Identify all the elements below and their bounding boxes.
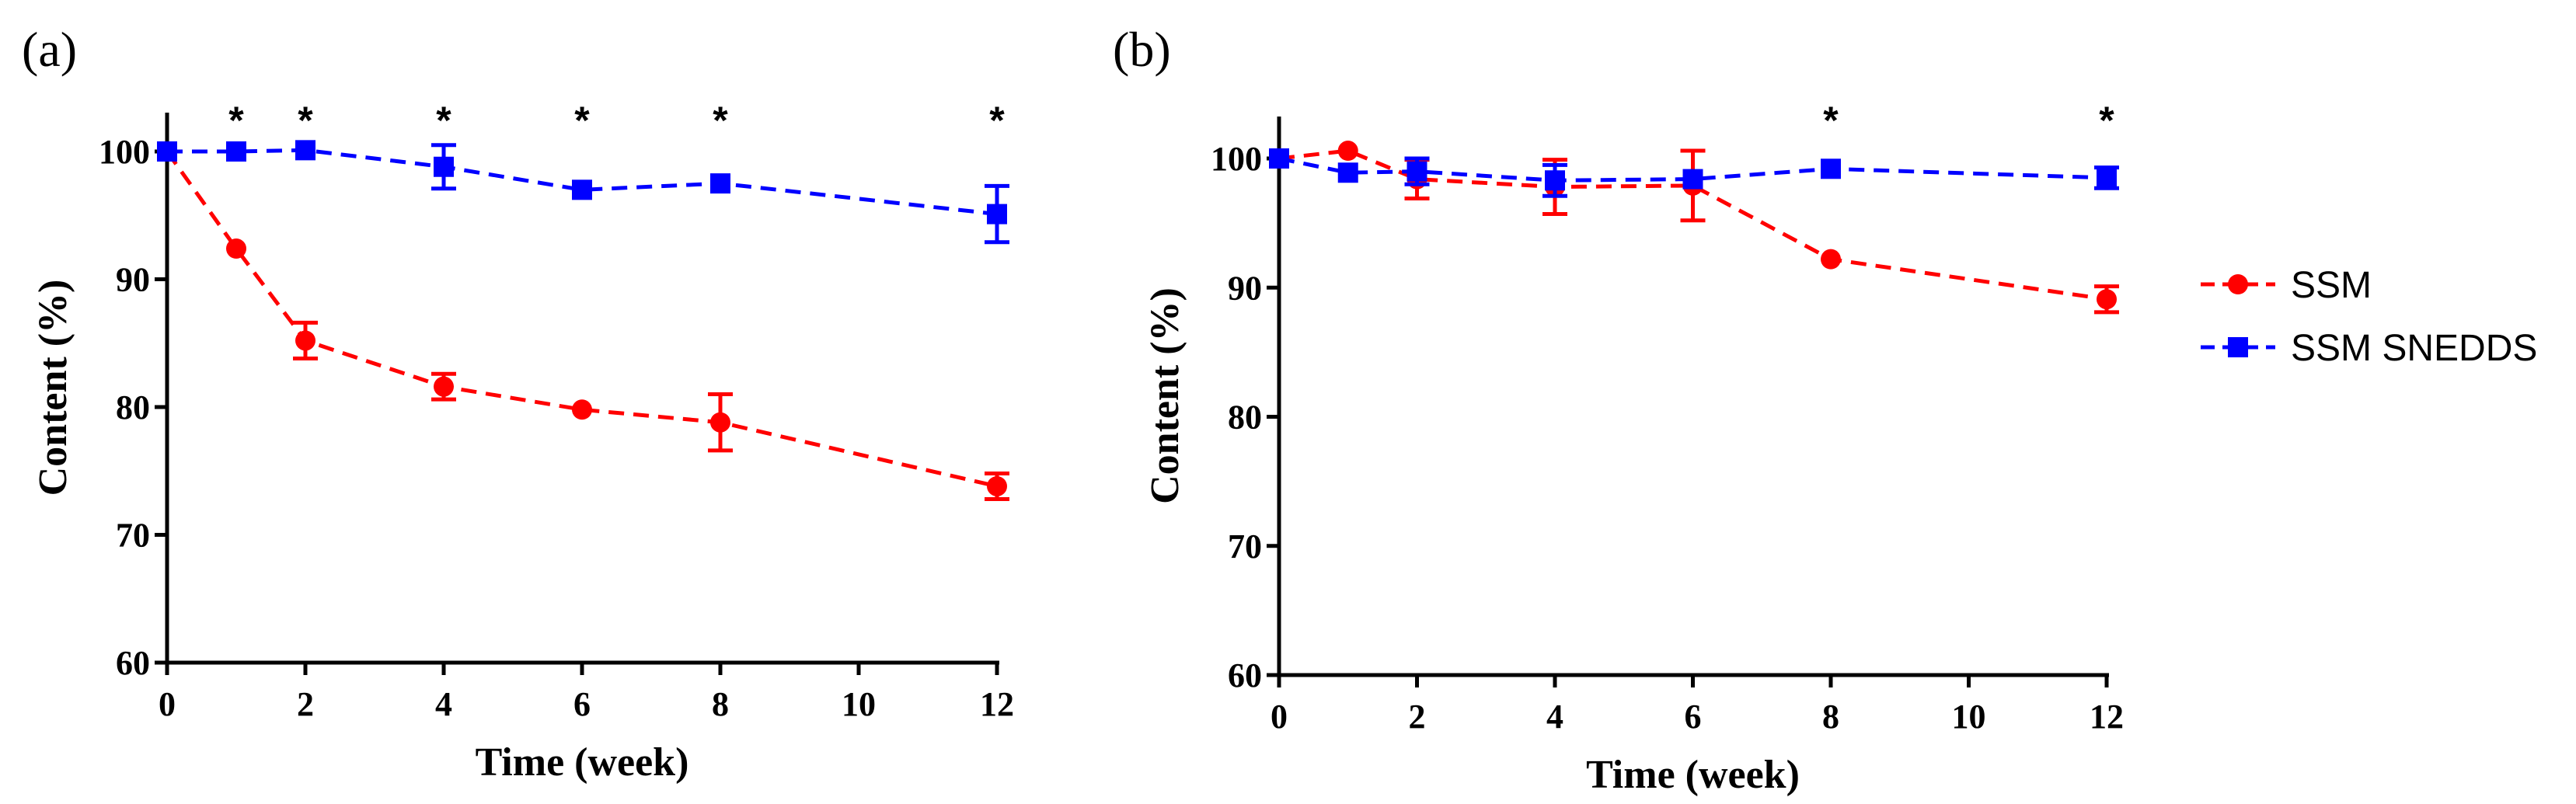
x-tick-label: 2	[297, 685, 314, 723]
legend-marker	[2228, 337, 2248, 357]
y-tick-label: 70	[116, 517, 150, 555]
x-tick-label: 10	[842, 685, 876, 723]
data-point	[1821, 249, 1841, 270]
data-point	[1269, 148, 1289, 169]
data-point	[572, 399, 592, 420]
x-tick-label: 12	[2090, 698, 2124, 736]
y-tick-label: 70	[1228, 527, 1262, 566]
y-axis-title: Content (%)	[31, 280, 75, 496]
data-point	[157, 141, 177, 162]
x-tick-label: 8	[712, 685, 729, 723]
data-point	[434, 156, 454, 177]
panel-a: (a) 0 2 4 6 8 10 12 60 70 80 90 100 Time (week) Conten…	[22, 22, 1014, 785]
data-point	[226, 238, 246, 259]
data-point	[710, 173, 730, 194]
data-point	[1407, 161, 1427, 182]
x-tick-label: 12	[980, 685, 1014, 723]
data-point	[1821, 158, 1841, 179]
x-tick-label: 8	[1822, 698, 1839, 736]
y-tick-label: 80	[116, 388, 150, 426]
y-tick-label: 60	[116, 644, 150, 682]
x-axis-title: Time (week)	[1586, 753, 1800, 797]
legend-label: SSM SNEDDS	[2291, 328, 2537, 369]
x-tick-label: 6	[573, 685, 591, 723]
data-point	[1545, 170, 1565, 191]
data-point	[2097, 289, 2117, 310]
data-point	[295, 140, 315, 161]
data-point	[987, 475, 1007, 496]
data-point	[295, 330, 315, 351]
panel-label: (a)	[22, 22, 77, 77]
data-point	[1682, 169, 1703, 190]
legend-label: SSM	[2291, 265, 2372, 306]
data-point	[2097, 167, 2117, 188]
y-tick-label: 90	[1228, 269, 1262, 307]
data-point	[572, 179, 592, 200]
x-tick-label: 2	[1409, 698, 1426, 736]
x-tick-label: 4	[1546, 698, 1563, 736]
significance-star: *	[2099, 99, 2114, 142]
significance-star: *	[436, 99, 451, 142]
x-tick-label: 4	[435, 685, 452, 723]
significance-star: *	[228, 99, 244, 142]
data-point	[710, 412, 730, 433]
significance-star: *	[713, 99, 728, 142]
y-tick-label: 80	[1228, 399, 1262, 437]
significance-star: *	[1823, 99, 1839, 142]
panel-label: (b)	[1113, 22, 1171, 77]
significance-star: *	[298, 99, 313, 142]
data-point	[434, 376, 454, 397]
legend-item-ssm-snedds: SSM SNEDDS	[2201, 328, 2537, 369]
series-ssm-snedds	[157, 140, 1009, 245]
data-point	[987, 204, 1007, 224]
series-ssm	[1269, 141, 2119, 315]
y-tick-label: 90	[116, 261, 150, 299]
x-axis-title: Time (week)	[476, 740, 689, 785]
series-ssm	[157, 141, 1009, 501]
y-tick-label: 60	[1228, 656, 1262, 694]
y-tick-label: 100	[99, 133, 150, 171]
data-point	[1337, 162, 1358, 183]
y-tick-label: 100	[1211, 140, 1262, 178]
x-tick-label: 0	[159, 685, 176, 723]
x-tick-label: 10	[1952, 698, 1986, 736]
legend-marker	[2228, 274, 2248, 294]
significance-star: *	[989, 99, 1005, 142]
series-ssm-snedds	[1269, 148, 2119, 198]
panel-b: (b) 0 2 4 6 8 10 12 60 70 80 90 100 Time (week) Conten…	[1113, 22, 2124, 797]
data-point	[226, 141, 246, 162]
legend: SSM SSM SNEDDS	[2201, 265, 2537, 369]
data-point	[1337, 141, 1358, 162]
y-axis-title: Content (%)	[1143, 287, 1187, 504]
x-tick-label: 0	[1271, 698, 1288, 736]
significance-star: *	[574, 99, 590, 142]
x-tick-label: 6	[1685, 698, 1702, 736]
legend-item-ssm: SSM	[2201, 265, 2372, 306]
